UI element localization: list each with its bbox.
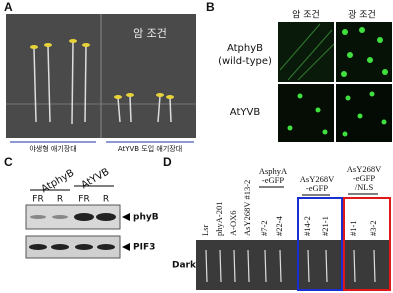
group-label: AtYVB	[80, 166, 112, 191]
column-labels: Lsr phyA-201 A-OX6 AsY268V #13-2AsphyA-eGFP…	[200, 164, 382, 236]
seedling	[353, 249, 356, 283]
line-label: #1-1	[348, 220, 358, 236]
line-label: AsY268V #13-2	[242, 180, 252, 236]
seedlings	[33, 41, 172, 125]
group-label: AtphyB	[40, 168, 77, 196]
line-label: #3-2	[368, 220, 378, 236]
seedling	[373, 249, 376, 283]
seedling	[307, 249, 310, 283]
seedling	[247, 249, 250, 283]
seedling	[325, 249, 328, 283]
seedling	[205, 249, 208, 283]
line-label: phyA-201	[214, 202, 224, 236]
seedling	[264, 249, 267, 283]
bands	[30, 213, 116, 221]
arrow	[122, 243, 130, 251]
row-label: AtYVB	[230, 107, 261, 118]
group-header: /NLS	[355, 182, 374, 192]
group-header: AsY268V	[300, 174, 335, 184]
nuclei	[287, 27, 388, 137]
line-label: A-OX6	[228, 211, 238, 237]
lane-label: R	[57, 195, 63, 205]
panel-label: C	[4, 155, 13, 169]
lane-label: R	[103, 195, 109, 205]
caption: 야생형 애기장대	[29, 144, 76, 153]
group-header: -eGFP	[353, 173, 375, 183]
group-header: -eGFP	[306, 183, 328, 193]
cotyledons	[30, 39, 174, 99]
caption: AtYVB 도입 애기장대	[118, 144, 182, 153]
seedling	[233, 249, 236, 283]
band-label: phyB	[133, 213, 159, 223]
line-label: #22-4	[274, 215, 284, 236]
seedling	[279, 249, 282, 283]
bands	[29, 244, 115, 250]
row-label: Dark	[172, 261, 197, 271]
lane-label: FR	[78, 195, 89, 205]
condition-label: 암 조건	[133, 27, 167, 40]
panel-label: D	[163, 155, 172, 169]
line-label: #14-2	[302, 216, 312, 236]
lane-label: FR	[32, 195, 43, 205]
band-label: PIF3	[133, 243, 155, 253]
line-label: #7-2	[259, 220, 269, 236]
row-note: (wild-type)	[218, 56, 272, 67]
highlight-box	[297, 197, 343, 291]
panel-label: A	[4, 0, 13, 14]
line-label: #21-1	[320, 216, 330, 236]
arrow	[122, 213, 130, 221]
seedling	[219, 249, 222, 283]
group-header: AsphyA	[259, 166, 288, 176]
line-label: Lsr	[200, 225, 210, 237]
group-header: AsY268V	[347, 164, 382, 174]
column-label: 광 조건	[348, 9, 376, 21]
seedling-photo	[196, 240, 390, 290]
column-label: 암 조건	[292, 9, 320, 21]
group-header: -eGFP	[262, 175, 284, 185]
highlight-box	[343, 197, 391, 291]
panel-label: B	[206, 0, 215, 14]
blot	[25, 235, 121, 259]
cell-outlines	[279, 23, 335, 81]
row-label: AtphyB	[227, 43, 263, 54]
